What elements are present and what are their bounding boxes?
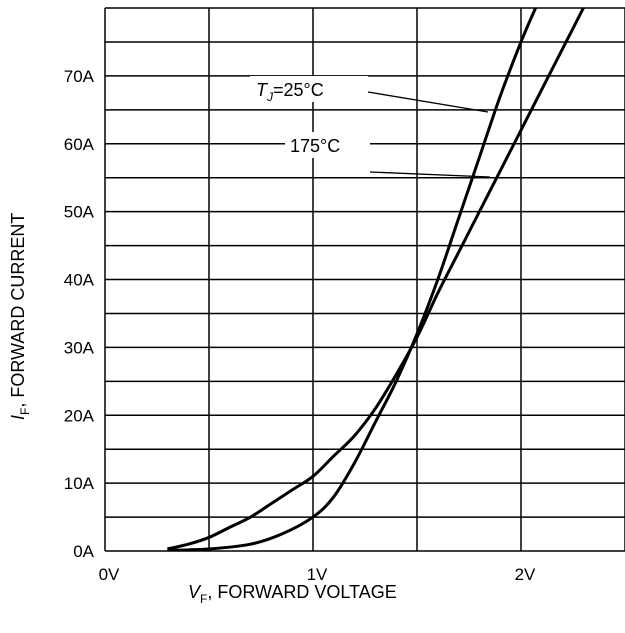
annotation-bg-175c: [285, 132, 370, 158]
curve-annotations: TJ=25°C 175°C: [250, 76, 491, 178]
y-tick-label: 30A: [64, 338, 95, 357]
y-tick-label: 20A: [64, 406, 95, 425]
y-tick-label: 50A: [64, 203, 95, 222]
series-curves: [167, 8, 585, 551]
y-tick-label: 70A: [64, 67, 95, 86]
annotation-leader-25c: [367, 91, 489, 113]
y-tick-label: 0A: [73, 542, 94, 561]
x-tick-label: 2V: [515, 565, 536, 584]
x-tick-label: 1V: [307, 565, 328, 584]
annotation-175c: 175°C: [290, 136, 340, 156]
tick-labels: 0A 10A 20A 30A 40A 50A 60A 70A 0V 1V 2V: [64, 67, 536, 584]
annotation-bg-25c: [250, 76, 368, 102]
y-axis-label: IF, FORWARD CURRENT: [8, 213, 32, 420]
y-tick-label: 40A: [64, 271, 95, 290]
annotation-leader-175c: [369, 171, 491, 178]
annotation-tj-25c: TJ=25°C: [256, 80, 324, 104]
y-tick-label: 60A: [64, 135, 95, 154]
x-tick-label: 0V: [99, 565, 120, 584]
x-axis-label: VF, FORWARD VOLTAGE: [188, 582, 397, 606]
curve-tj-25c: [167, 8, 537, 551]
y-tick-label: 10A: [64, 474, 95, 493]
curve-175c: [167, 8, 585, 551]
